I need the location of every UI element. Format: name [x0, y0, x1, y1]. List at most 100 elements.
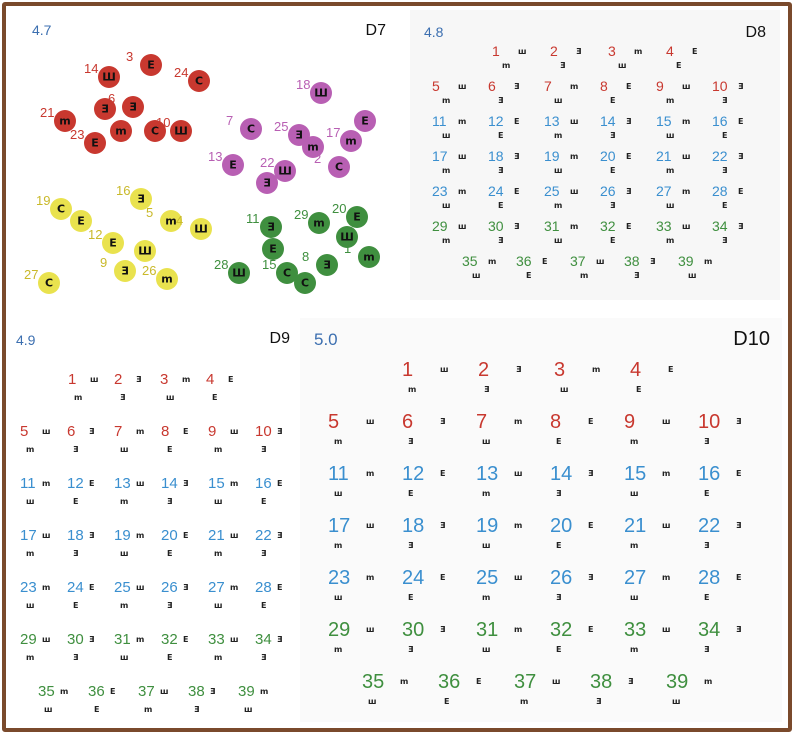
optotype-glyph: m	[120, 601, 129, 610]
grid-number: 20	[161, 527, 178, 544]
optotype-glyph: ш	[442, 201, 451, 210]
optotype-glyph: E	[588, 521, 594, 530]
grid-number: 21	[624, 515, 647, 537]
optotype-glyph: Ǝ	[120, 393, 126, 402]
grid-number: 16	[698, 463, 721, 485]
grid-number: 19	[476, 515, 499, 537]
optotype-dot: C	[276, 262, 298, 284]
optotype-dot: E	[222, 154, 244, 176]
grid-number: 10	[712, 78, 728, 94]
optotype-glyph: ш	[482, 541, 491, 550]
optotype-glyph: Ǝ	[704, 645, 710, 654]
optotype-glyph: ш	[554, 96, 563, 105]
grid-number: 39	[666, 671, 689, 693]
grid-number: 18	[488, 148, 504, 164]
optotype-glyph: m	[570, 82, 579, 91]
panel-d9: 4.9 D9 1 ш m 2 Ǝ Ǝ 3 m ш 4 E E 5 ш m 6 Ǝ Ǝ 7 m ш 8 E E 9 ш m 10 Ǝ Ǝ 11…	[8, 318, 296, 722]
grid-number: 34	[712, 218, 728, 234]
grid-number: 11	[20, 475, 36, 492]
optotype-glyph: E	[738, 117, 744, 126]
grid-number: 31	[114, 631, 131, 648]
optotype-glyph: m	[182, 375, 191, 384]
optotype-glyph: ш	[42, 427, 51, 436]
optotype-glyph: Ǝ	[738, 82, 744, 91]
grid-number: 7	[544, 78, 552, 94]
dot-label: 1	[344, 241, 352, 256]
optotype-glyph: m	[482, 593, 491, 602]
optotype-glyph: E	[89, 583, 95, 592]
grid-number: 36	[438, 671, 461, 693]
optotype-dot: Ш	[274, 160, 296, 182]
grid-number: 26	[600, 183, 616, 199]
grid-number: 13	[476, 463, 499, 485]
optotype-glyph: Ǝ	[588, 469, 594, 478]
dot-label: 6	[108, 91, 116, 106]
optotype-glyph: ш	[570, 117, 579, 126]
optotype-glyph: m	[458, 117, 467, 126]
optotype-glyph: m	[260, 687, 269, 696]
optotype-glyph: ш	[682, 222, 691, 231]
dot-label: 15	[262, 257, 277, 272]
optotype-glyph: Ǝ	[596, 697, 602, 706]
optotype-dot: m	[308, 212, 330, 234]
grid-number: 23	[20, 579, 37, 596]
optotype-glyph: E	[498, 201, 504, 210]
optotype-dot: E	[346, 206, 368, 228]
optotype-glyph: ш	[230, 635, 239, 644]
optotype-glyph: ш	[662, 417, 671, 426]
optotype-glyph: Ǝ	[277, 427, 283, 436]
optotype-glyph: ш	[458, 152, 467, 161]
dot-label: 26	[142, 263, 157, 278]
panel-code: D7	[365, 22, 386, 39]
optotype-glyph: m	[682, 117, 691, 126]
grid-number: 34	[255, 631, 272, 648]
dot-label: 9	[100, 255, 108, 270]
panel-acuity: 4.8	[424, 24, 444, 40]
optotype-glyph: E	[588, 417, 594, 426]
optotype-glyph: m	[144, 705, 153, 714]
panel-acuity: 4.7	[32, 22, 52, 38]
optotype-glyph: m	[592, 365, 601, 374]
optotype-dot: C	[38, 272, 60, 294]
dot-label: 16	[116, 183, 131, 198]
optotype-glyph: ш	[214, 497, 223, 506]
optotype-glyph: E	[73, 601, 79, 610]
optotype-glyph: Ǝ	[89, 531, 95, 540]
optotype-glyph: ш	[458, 222, 467, 231]
optotype-glyph: E	[94, 705, 100, 714]
optotype-glyph: m	[514, 417, 523, 426]
optotype-glyph: E	[636, 385, 642, 394]
grid-number: 2	[114, 371, 123, 388]
optotype-glyph: m	[442, 236, 451, 245]
optotype-glyph: ш	[26, 497, 35, 506]
grid-number: 32	[600, 218, 616, 234]
optotype-glyph: m	[42, 583, 51, 592]
grid-number: 11	[328, 463, 349, 485]
optotype-glyph: m	[514, 521, 523, 530]
panel-code: D9	[269, 330, 290, 347]
optotype-dot: E	[140, 54, 162, 76]
optotype-glyph: m	[666, 236, 675, 245]
optotype-glyph: ш	[442, 131, 451, 140]
grid-number: 38	[188, 683, 205, 700]
optotype-glyph: ш	[26, 601, 35, 610]
optotype-dot: Ш	[310, 82, 332, 104]
optotype-dot: Ш	[228, 262, 250, 284]
grid-number: 21	[208, 527, 225, 544]
grid-number: 23	[328, 567, 351, 589]
dot-label: 29	[294, 207, 309, 222]
optotype-glyph: E	[183, 531, 189, 540]
grid-number: 5	[432, 78, 440, 94]
optotype-glyph: m	[570, 222, 579, 231]
grid-number: 8	[550, 411, 562, 433]
optotype-glyph: E	[261, 497, 267, 506]
grid-number: 3	[160, 371, 169, 388]
optotype-glyph: Ǝ	[167, 601, 173, 610]
optotype-glyph: ш	[472, 271, 481, 280]
panel-d10: 5.0 D10 1 ш m 2 Ǝ Ǝ 3 m ш 4 E E 5 ш m 6 Ǝ Ǝ 7 m ш 8 E E 9 ш m 10 Ǝ Ǝ 1…	[300, 318, 782, 722]
optotype-glyph: ш	[682, 152, 691, 161]
grid-number: 20	[550, 515, 573, 537]
grid-number: 22	[698, 515, 721, 537]
grid-number: 34	[698, 619, 721, 641]
optotype-glyph: E	[228, 375, 234, 384]
